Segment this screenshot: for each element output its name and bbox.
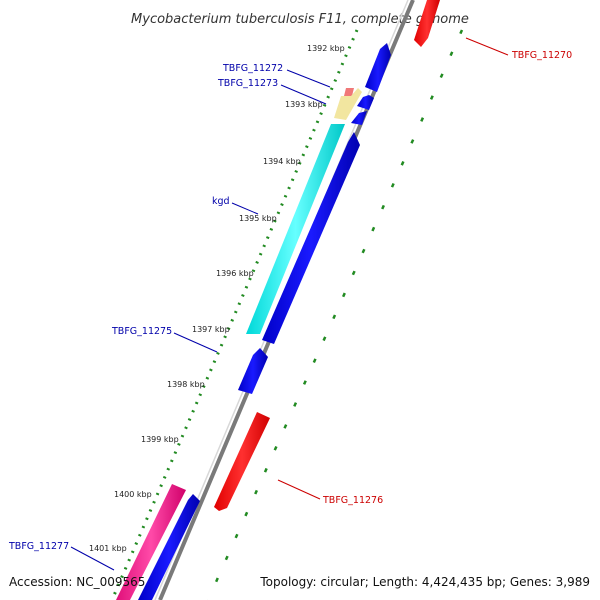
outer-gc-track bbox=[206, 29, 464, 600]
tick-label-1398: 1398 kbp bbox=[167, 380, 205, 389]
leader-tbfg-11270 bbox=[465, 37, 509, 56]
leader-tbfg-11277 bbox=[70, 546, 115, 571]
tick-label-1392: 1392 kbp bbox=[307, 44, 345, 53]
gene-label-tbfg-11273[interactable]: TBFG_11273 bbox=[217, 78, 278, 89]
cds-kgd[interactable] bbox=[246, 124, 345, 334]
cds-tbfg-11277[interactable] bbox=[116, 484, 186, 600]
tick-label-1394: 1394 kbp bbox=[263, 157, 301, 166]
leader-kgd bbox=[231, 202, 259, 215]
cds-reverse-tbfg-11270[interactable] bbox=[414, 0, 440, 47]
tick-label-1397: 1397 kbp bbox=[192, 325, 230, 334]
cds-forward-long[interactable] bbox=[262, 132, 360, 344]
gene-label-kgd[interactable]: kgd bbox=[212, 196, 230, 207]
gene-label-tbfg-11272[interactable]: TBFG_11272 bbox=[222, 63, 283, 74]
leader-tbfg-11273 bbox=[280, 84, 327, 105]
accession-label: Accession: NC_009565 bbox=[9, 575, 145, 589]
tick-label-1401: 1401 kbp bbox=[89, 544, 127, 553]
tick-label-1396: 1396 kbp bbox=[216, 269, 254, 278]
gene-label-tbfg-11277[interactable]: TBFG_11277 bbox=[8, 541, 69, 552]
cds-forward-3[interactable] bbox=[351, 111, 367, 125]
cds-reverse-tbfg-11276[interactable] bbox=[214, 412, 270, 511]
leader-tbfg-11275 bbox=[173, 332, 218, 353]
cds-forward-bottom[interactable] bbox=[138, 494, 200, 600]
tick-label-1400: 1400 kbp bbox=[114, 490, 152, 499]
leader-tbfg-11276 bbox=[277, 479, 321, 500]
leader-tbfg-11272 bbox=[286, 69, 331, 88]
cds-forward-tbfg-11275[interactable] bbox=[238, 348, 268, 394]
genome-stats-label: Topology: circular; Length: 4,424,435 bp… bbox=[259, 575, 590, 589]
inner-tick-track bbox=[110, 29, 359, 600]
cds-forward-1[interactable] bbox=[365, 43, 391, 92]
gene-label-tbfg-11270[interactable]: TBFG_11270 bbox=[511, 50, 572, 61]
cds-tbfg-11273[interactable] bbox=[334, 88, 362, 120]
tick-label-1399: 1399 kbp bbox=[141, 435, 179, 444]
gene-label-tbfg-11275[interactable]: TBFG_11275 bbox=[111, 326, 172, 337]
cds-forward-2[interactable] bbox=[357, 95, 374, 110]
genome-title: Mycobacterium tuberculosis F11, complete… bbox=[131, 12, 469, 27]
tick-label-1393: 1393 kbp bbox=[285, 100, 323, 109]
tick-label-1395: 1395 kbp bbox=[239, 214, 277, 223]
gene-label-tbfg-11276[interactable]: TBFG_11276 bbox=[322, 495, 383, 506]
